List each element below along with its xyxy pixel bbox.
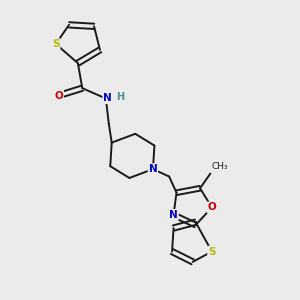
Text: N: N [103,94,112,103]
Text: H: H [116,92,124,102]
Text: N: N [148,164,157,174]
Text: O: O [54,91,63,100]
Text: S: S [52,39,59,49]
Text: CH₃: CH₃ [212,162,229,171]
Text: N: N [169,210,178,220]
Text: O: O [208,202,216,212]
Text: S: S [208,247,216,256]
